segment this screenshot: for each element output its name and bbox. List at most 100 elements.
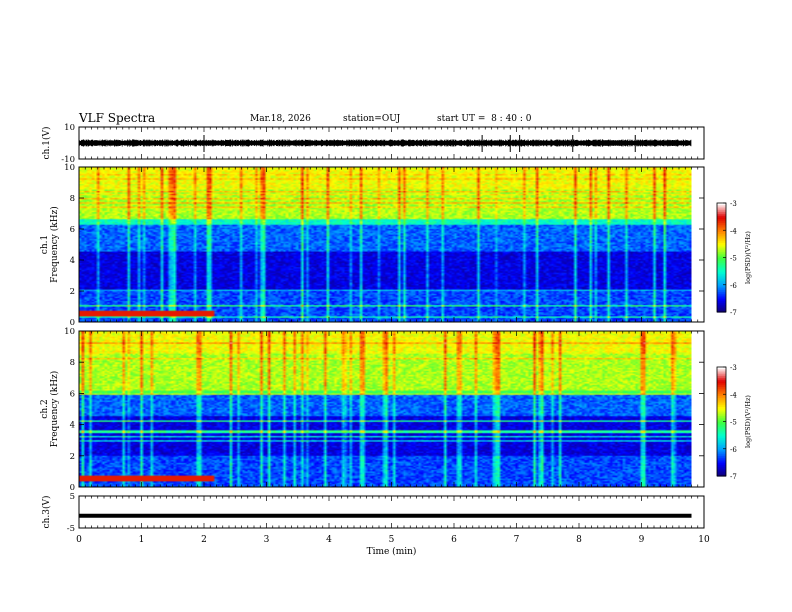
- colorbar-swatch: [717, 459, 726, 463]
- colorbar-tick-label: -7: [730, 309, 737, 317]
- colorbar-swatch: [717, 434, 726, 437]
- ch1-waveform-series: [78, 139, 692, 147]
- colorbar-label: log(PSD)(V²/Hz): [744, 231, 752, 284]
- colorbar-swatch: [717, 290, 726, 293]
- colorbar-swatch: [717, 412, 726, 415]
- colorbar-swatch: [717, 419, 726, 423]
- colorbar-tick-label: -3: [730, 364, 737, 372]
- x-tick-label: 7: [514, 535, 520, 545]
- colorbar-swatch: [717, 374, 726, 377]
- colorbar-tick-label: -6: [730, 282, 737, 290]
- colorbar-tick-label: -6: [730, 446, 737, 454]
- colorbar-swatch: [717, 221, 726, 224]
- colorbar-swatch: [717, 308, 726, 311]
- colorbar-swatch: [717, 466, 726, 470]
- ch2-channel-label: ch.2: [40, 399, 50, 418]
- y-tick-label: 5: [70, 492, 75, 502]
- colorbar-swatch: [717, 445, 726, 448]
- colorbar-swatch: [717, 454, 726, 457]
- colorbar-swatch: [717, 446, 726, 450]
- colorbar-swatch: [717, 468, 726, 472]
- colorbar-swatch: [717, 396, 726, 399]
- ch2-colorbar: -3 -4 -5 -6 -7 log(PSD)(V²/Hz): [716, 364, 752, 481]
- colorbar-swatch: [717, 414, 726, 417]
- colorbar-swatch: [717, 401, 726, 404]
- colorbar-swatch: [717, 277, 726, 280]
- colorbar-swatch: [717, 297, 726, 300]
- colorbar-swatch: [717, 275, 726, 279]
- colorbar-swatch: [717, 388, 726, 392]
- y-tick-label: 0: [70, 483, 75, 493]
- ch2-y-label: Frequency (kHz): [49, 371, 60, 448]
- colorbar-swatch: [717, 257, 726, 260]
- y-tick-label: 8: [70, 194, 75, 204]
- x-tick-label: 4: [326, 535, 332, 545]
- colorbar-swatch: [717, 228, 726, 231]
- colorbar-swatch: [717, 268, 726, 271]
- colorbar-swatch: [717, 430, 726, 433]
- colorbar-tick-label: -5: [730, 419, 737, 427]
- colorbar-swatch: [717, 376, 726, 379]
- colorbar-swatch: [717, 441, 726, 444]
- colorbar-swatch: [717, 224, 726, 228]
- ch1-channel-label: ch.1: [40, 235, 50, 254]
- ch1-y-label: Frequency (kHz): [49, 206, 60, 283]
- y-tick-label: 6: [70, 225, 75, 235]
- colorbar-swatch: [717, 403, 726, 406]
- colorbar-swatch: [717, 262, 726, 266]
- colorbar-swatch: [717, 203, 726, 206]
- colorbar-swatch: [717, 270, 726, 273]
- colorbar-swatch: [717, 301, 726, 304]
- colorbar-swatch: [717, 472, 726, 475]
- ch1-y-label: ch.1(V): [41, 127, 52, 160]
- colorbar-swatch: [717, 212, 726, 215]
- colorbar-swatch: [717, 385, 726, 388]
- colorbar-label: log(PSD)(V²/Hz): [744, 395, 752, 448]
- x-tick-label: 0: [76, 535, 82, 545]
- colorbar-swatch: [717, 293, 726, 297]
- colorbar-swatch: [717, 302, 726, 306]
- colorbar-swatch: [717, 299, 726, 302]
- x-tick-label: 2: [201, 535, 207, 545]
- header-date: Mar.18, 2026: [250, 114, 311, 124]
- colorbar-swatch: [717, 246, 726, 250]
- colorbar-swatch: [717, 417, 726, 421]
- colorbar-swatch: [717, 295, 726, 299]
- x-tick-label: 3: [264, 535, 270, 545]
- colorbar-swatch: [717, 474, 726, 477]
- colorbar-swatch: [717, 222, 726, 226]
- colorbar-swatch: [717, 204, 726, 208]
- colorbar-swatch: [717, 461, 726, 464]
- colorbar-swatch: [717, 465, 726, 468]
- ch2-spectrogram-image: [79, 331, 692, 487]
- colorbar-swatch: [717, 208, 726, 211]
- colorbar-swatch: [717, 372, 726, 375]
- colorbar-swatch: [717, 253, 726, 257]
- colorbar-tick-label: -5: [730, 255, 737, 263]
- colorbar-swatch: [717, 428, 726, 432]
- ch2-spectrogram-axes: 0 2 4 6 8 10: [64, 327, 705, 493]
- x-tick-label: 1: [139, 535, 145, 545]
- x-axis-label: Time (min): [367, 546, 417, 557]
- colorbar-swatch: [717, 368, 726, 372]
- colorbar-swatch: [717, 226, 726, 230]
- colorbar-swatch: [717, 423, 726, 426]
- colorbar-swatch: [717, 457, 726, 461]
- colorbar-swatch: [717, 282, 726, 286]
- colorbar-swatch: [717, 463, 726, 466]
- colorbar-swatch: [717, 252, 726, 255]
- colorbar-swatch: [717, 436, 726, 439]
- colorbar-swatch: [717, 426, 726, 430]
- colorbar-swatch: [717, 310, 726, 313]
- colorbar-swatch: [717, 281, 726, 284]
- colorbar-swatch: [717, 437, 726, 441]
- colorbar-swatch: [717, 448, 726, 452]
- y-tick-label: -5: [67, 524, 75, 534]
- colorbar-swatch: [717, 306, 726, 309]
- ch1-colorbar: -3 -4 -5 -6 -7 log(PSD)(V²/Hz): [716, 200, 752, 317]
- colorbar-swatch: [717, 266, 726, 269]
- colorbar-swatch: [717, 386, 726, 390]
- y-tick-label: 8: [70, 358, 75, 368]
- y-tick-label: 10: [64, 327, 75, 337]
- colorbar-swatch: [717, 264, 726, 268]
